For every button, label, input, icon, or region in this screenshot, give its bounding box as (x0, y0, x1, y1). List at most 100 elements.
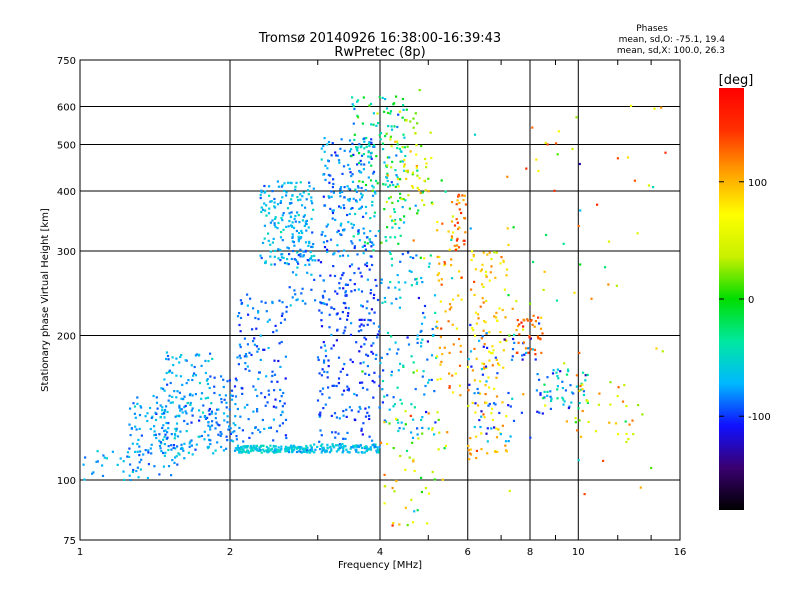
data-point (95, 460, 98, 463)
data-point (485, 332, 488, 335)
data-point (390, 145, 393, 148)
data-point (409, 150, 412, 153)
data-point (414, 204, 417, 207)
data-point (492, 402, 496, 405)
data-point (348, 139, 352, 142)
data-point (358, 171, 362, 174)
data-point (251, 328, 254, 331)
data-point (391, 226, 394, 229)
data-point (499, 341, 502, 344)
data-point (386, 442, 389, 445)
data-point (494, 356, 497, 359)
data-point (660, 106, 663, 109)
data-point (415, 369, 418, 372)
data-point (320, 147, 323, 150)
data-point (369, 448, 373, 451)
data-point (350, 446, 353, 449)
data-point (362, 96, 365, 99)
data-point (410, 498, 413, 501)
data-point (165, 357, 168, 361)
data-point (311, 202, 314, 205)
data-point (331, 443, 334, 446)
data-point (381, 380, 385, 383)
data-point (397, 429, 400, 433)
data-point (280, 185, 283, 188)
data-point (285, 225, 288, 228)
data-point (166, 383, 169, 386)
data-point (307, 449, 310, 452)
x-tick-label: 10 (572, 547, 585, 558)
data-point (567, 370, 570, 373)
data-point (579, 263, 582, 266)
data-point (209, 428, 212, 431)
data-point (327, 159, 330, 162)
data-point (391, 486, 394, 490)
data-point (458, 384, 461, 387)
data-point (282, 212, 285, 215)
data-point (347, 163, 350, 167)
data-point (381, 96, 384, 99)
data-point (209, 352, 212, 355)
data-point (356, 100, 359, 103)
data-point (372, 123, 375, 126)
data-point (420, 322, 424, 325)
data-point (373, 381, 376, 384)
data-point (392, 183, 395, 187)
x-tick-label: 6 (465, 547, 471, 558)
data-point (321, 231, 324, 234)
data-point (167, 422, 170, 425)
data-point (263, 184, 266, 188)
data-point (485, 275, 488, 278)
data-point (337, 448, 340, 452)
data-point (372, 342, 375, 345)
data-point (664, 151, 667, 154)
data-point (329, 274, 332, 277)
data-point (375, 353, 378, 357)
scatter-points (82, 89, 667, 527)
data-point (312, 208, 315, 211)
data-point (403, 146, 406, 149)
data-point (483, 367, 486, 370)
data-point (254, 426, 257, 429)
data-point (167, 399, 170, 402)
data-point (218, 394, 221, 397)
data-point (482, 362, 486, 366)
data-point (386, 331, 390, 334)
data-point (304, 206, 307, 209)
data-point (139, 468, 142, 471)
data-point (420, 276, 423, 280)
data-point (389, 135, 392, 138)
data-point (363, 163, 366, 166)
data-point (225, 435, 228, 438)
data-point (136, 442, 139, 446)
data-point (163, 443, 166, 446)
data-point (399, 398, 402, 401)
data-point (569, 384, 572, 387)
data-point (217, 433, 220, 436)
data-point (438, 262, 441, 265)
data-point (155, 401, 159, 404)
data-point (504, 440, 508, 443)
data-point (394, 169, 397, 172)
data-point (233, 449, 237, 452)
data-point (333, 307, 336, 311)
data-point (373, 211, 376, 214)
data-point (346, 385, 349, 388)
data-point (394, 222, 397, 225)
data-point (275, 406, 278, 409)
data-point (423, 257, 426, 260)
data-point (403, 158, 406, 162)
data-point (91, 472, 94, 475)
data-point (501, 424, 504, 427)
data-point (551, 372, 555, 375)
data-point (463, 217, 467, 220)
data-point (468, 458, 471, 461)
data-point (189, 401, 192, 405)
data-point (436, 255, 439, 258)
data-point (305, 198, 308, 201)
data-point (424, 384, 427, 388)
data-point (473, 133, 477, 136)
data-point (625, 432, 628, 435)
data-point (351, 142, 354, 145)
data-point (197, 435, 200, 438)
